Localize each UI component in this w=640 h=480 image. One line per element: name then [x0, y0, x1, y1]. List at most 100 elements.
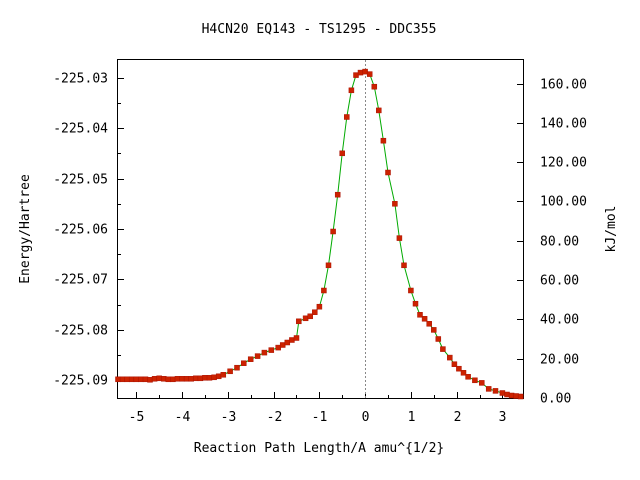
- data-point: [460, 370, 467, 376]
- y-tick-label: -225.07: [53, 273, 108, 288]
- x-tick-label: 3: [499, 410, 507, 425]
- x-tick-label: 2: [454, 410, 462, 425]
- data-point: [408, 287, 414, 294]
- data-point: [435, 336, 442, 342]
- data-point: [296, 318, 302, 325]
- data-point: [170, 376, 176, 383]
- data-point: [147, 377, 153, 383]
- y2-tick-label: 140.00: [540, 117, 587, 132]
- y-tick-label: -225.09: [53, 374, 108, 389]
- data-point: [504, 391, 510, 398]
- y2-tick-label: 40.00: [540, 313, 579, 328]
- x-tick-label: 0: [362, 410, 370, 425]
- y-tick-label: -225.06: [53, 223, 108, 238]
- data-point: [261, 349, 268, 356]
- data-point: [385, 169, 391, 176]
- data-point: [485, 386, 492, 392]
- data-point: [279, 342, 286, 348]
- series-line: [118, 71, 521, 397]
- data-point: [513, 393, 519, 399]
- data-point: [138, 376, 144, 383]
- data-point: [447, 354, 453, 361]
- data-point: [440, 346, 446, 352]
- data-point: [211, 374, 217, 381]
- x-tick-label: 1: [408, 410, 416, 425]
- data-point: [151, 376, 158, 382]
- data-point: [174, 376, 181, 382]
- x-tick-label: -5: [129, 410, 145, 425]
- data-point: [128, 376, 135, 383]
- data-point: [456, 365, 462, 372]
- x-tick-label: -3: [221, 410, 237, 425]
- data-point: [289, 337, 295, 343]
- data-point: [247, 356, 254, 362]
- data-point: [119, 376, 126, 383]
- data-point: [334, 191, 341, 198]
- y-tick-label: -225.03: [53, 72, 108, 87]
- data-point: [330, 228, 336, 235]
- data-point: [344, 114, 350, 120]
- data-point: [421, 316, 428, 322]
- y2-tick-label: 60.00: [540, 274, 579, 289]
- y2-tick-label: 160.00: [540, 78, 587, 93]
- data-point: [479, 380, 485, 386]
- data-point: [234, 364, 240, 371]
- data-point: [183, 376, 190, 382]
- y2-tick-label: 120.00: [540, 156, 587, 171]
- data-point: [357, 69, 364, 76]
- data-point: [293, 335, 300, 341]
- data-point: [380, 137, 387, 144]
- y2-tick-label: 100.00: [540, 195, 587, 210]
- data-point: [348, 87, 355, 94]
- data-point: [401, 262, 407, 269]
- data-point: [376, 107, 382, 114]
- y2-tick-label: 0.00: [540, 392, 571, 407]
- data-point: [472, 377, 478, 384]
- data-point: [465, 374, 471, 380]
- data-point: [227, 368, 233, 375]
- x-axis-label: Reaction Path Length/A amu^{1/2}: [194, 441, 444, 456]
- data-point: [339, 150, 345, 157]
- x-tick-label: -1: [312, 410, 328, 425]
- data-point: [302, 315, 309, 322]
- plot-frame: [117, 59, 524, 399]
- y-tick-label: -225.08: [53, 324, 108, 339]
- data-point: [392, 201, 398, 207]
- series-line-layer: [118, 71, 521, 397]
- data-point: [371, 83, 378, 90]
- data-point: [431, 327, 437, 333]
- y-tick-label: -225.04: [53, 122, 108, 137]
- y-axis-label: Energy/Hartree: [18, 174, 33, 284]
- tick-layer: -5 -4 -3 -2 -1 0 1 2 3 -225.03 -225.04 -225.05 -225.…: [53, 72, 587, 426]
- data-point: [193, 375, 199, 382]
- data-point: [206, 375, 213, 381]
- data-point: [215, 373, 222, 380]
- data-point: [202, 375, 208, 381]
- data-point: [362, 68, 368, 75]
- data-point: [426, 321, 432, 327]
- data-point: [451, 361, 458, 367]
- data-point: [366, 71, 373, 77]
- series-point-layer: [115, 68, 524, 400]
- data-point: [417, 312, 423, 318]
- data-point: [254, 353, 261, 359]
- data-point: [325, 262, 332, 269]
- data-point: [156, 375, 162, 382]
- y2-axis-label: kJ/mol: [604, 206, 619, 253]
- chart-title: H4CN20 EQ143 - TS1295 - DDC355: [202, 22, 437, 37]
- x-tick-label: -4: [175, 410, 191, 425]
- y2-tick-label: 20.00: [540, 353, 579, 368]
- data-point: [241, 360, 247, 366]
- data-point: [396, 235, 403, 241]
- data-point: [284, 339, 291, 346]
- y-tick-label: -225.05: [53, 173, 108, 188]
- data-point: [517, 393, 524, 400]
- data-point: [115, 376, 121, 383]
- data-point: [165, 376, 172, 383]
- data-point: [268, 347, 275, 353]
- y2-tick-label: 80.00: [540, 235, 579, 250]
- data-point: [492, 388, 499, 394]
- data-point: [499, 390, 506, 396]
- data-point: [133, 376, 140, 383]
